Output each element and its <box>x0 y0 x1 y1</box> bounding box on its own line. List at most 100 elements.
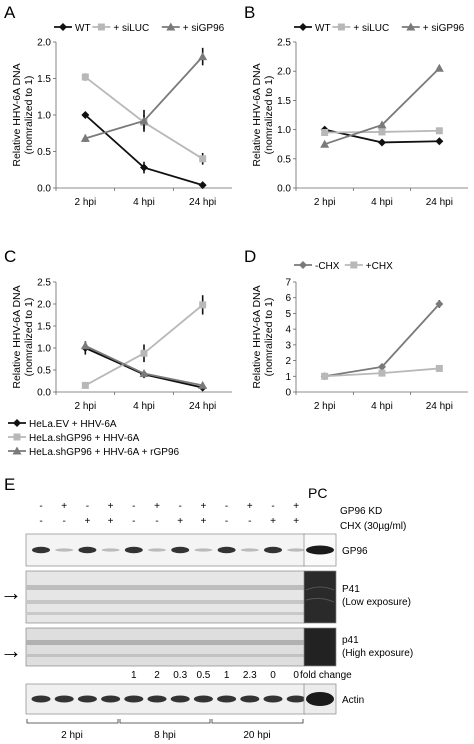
gp96-kd-sign: + <box>247 501 253 512</box>
x-tick-label: 2 hpi <box>74 401 96 412</box>
data-point <box>81 111 90 119</box>
legend-entry: -CHX <box>294 261 340 272</box>
data-point <box>80 133 90 142</box>
chx-sign: - <box>132 516 135 527</box>
legend-marker <box>12 446 22 455</box>
data-point <box>199 301 207 309</box>
actin-band <box>31 695 51 703</box>
time-label-2hpi: 2 hpi <box>61 730 83 741</box>
y-tick-label: 1.5 <box>277 96 291 107</box>
legend-entry: + siGP96 <box>401 22 465 34</box>
data-point <box>139 116 149 125</box>
fold-change-value: 0.5 <box>196 670 210 681</box>
fold-change-value: 1 <box>224 670 230 681</box>
fold-change-value: 2 <box>154 670 160 681</box>
y-tick-label: 5 <box>285 309 291 320</box>
y-tick-label: 1.0 <box>37 344 51 355</box>
chx-sign: - <box>248 516 251 527</box>
fold-change-value: 0 <box>293 670 299 681</box>
legend-label: HeLa.EV + HHV-6A <box>29 419 117 430</box>
data-point <box>80 341 90 350</box>
pc-label: PC <box>308 485 327 501</box>
y-tick-label: 2.0 <box>37 300 51 311</box>
y-tick-label: 0.5 <box>277 154 291 165</box>
y-axis-label-sub: (nomralized to 1) <box>23 298 35 377</box>
p41-high-strip <box>25 627 337 667</box>
panel-letter-b: B <box>244 3 255 22</box>
data-point <box>321 372 329 380</box>
legend-label: WT <box>75 23 91 34</box>
legend-marker <box>299 23 307 31</box>
data-point <box>435 300 444 308</box>
gp96-kd-label: GP96 KD <box>340 506 382 517</box>
p41-low-label-1: P41 <box>342 584 360 595</box>
y-axis-label-sub: (nomralized to 1) <box>23 76 35 155</box>
data-point <box>140 163 148 172</box>
gp96-kd-signs: - + - + - + - + - + - + <box>39 501 299 512</box>
y-axis-label-sub: (nomralized to 1) <box>263 76 275 155</box>
y-tick-label: 1 <box>285 372 291 383</box>
actin-band <box>217 695 237 703</box>
y-tick-label: 7 <box>285 278 291 289</box>
legend-marker <box>166 22 176 31</box>
fold-change-label: fold change <box>300 670 352 681</box>
y-axis-label: Relative HHV-6A DNA <box>251 285 263 388</box>
x-tick-label: 4 hpi <box>371 197 393 208</box>
p41-high-label-1: p41 <box>342 635 359 646</box>
gp96-band <box>78 546 97 554</box>
y-axis-label: Relative HHV-6A DNA <box>11 63 23 166</box>
legend-marker <box>59 23 67 31</box>
panel-letter-c: C <box>4 247 16 266</box>
y-tick-label: 1.5 <box>37 322 51 333</box>
chx-sign: - <box>63 516 66 527</box>
y-tick-label: 2 <box>285 356 291 367</box>
gp96-strip <box>25 533 337 567</box>
time-label-20hpi: 20 hpi <box>243 730 270 741</box>
chx-sign: + <box>293 516 299 527</box>
x-tick-label: 24 hpi <box>426 197 453 208</box>
legend-entry: HeLa.shGP96 + HHV-6A + rGP96 <box>8 446 180 458</box>
chx-sign: + <box>200 516 206 527</box>
x-tick-label: 24 hpi <box>189 197 216 208</box>
gp96-band <box>171 546 190 554</box>
gp96-band <box>217 546 236 554</box>
legend-label: + siGP96 <box>183 23 225 34</box>
y-tick-label: 2.0 <box>277 67 291 78</box>
actin-band <box>286 695 306 703</box>
data-point <box>377 120 387 129</box>
y-tick-label: 1.5 <box>37 74 51 85</box>
x-tick-label: 4 hpi <box>371 401 393 412</box>
actin-band-label: Actin <box>342 695 364 706</box>
actin-band <box>101 695 121 703</box>
data-point <box>378 128 386 136</box>
gp96-band <box>124 546 143 554</box>
legend-label: -CHX <box>315 261 340 272</box>
data-point <box>198 380 208 389</box>
data-point <box>435 364 443 372</box>
legend-label: WT <box>315 23 331 34</box>
fold-change-value: 0.3 <box>173 670 187 681</box>
panel-letter-d: D <box>244 247 256 266</box>
legend-marker <box>406 22 416 31</box>
data-point <box>435 127 443 135</box>
y-tick-label: 1.0 <box>37 111 51 122</box>
gp96-band <box>148 548 166 552</box>
time-brackets <box>26 719 304 724</box>
actin-strip <box>25 683 337 715</box>
p41-high-label-2: (High exposure) <box>342 648 413 659</box>
actin-band <box>170 695 190 703</box>
data-point <box>321 129 329 137</box>
gp96-band <box>240 548 259 552</box>
x-tick-label: 4 hpi <box>133 197 155 208</box>
chx-signs: - - + + - - + + - - + + <box>39 516 299 527</box>
data-point <box>198 181 207 190</box>
gp96-kd-sign: - <box>179 501 182 512</box>
fold-change-values: 1 2 0.3 0.5 1 2.3 0 0 <box>131 670 299 681</box>
actin-band <box>77 695 97 703</box>
gp96-kd-sign: - <box>86 501 89 512</box>
y-tick-label: 2.5 <box>277 38 291 49</box>
y-tick-label: 0.0 <box>37 184 51 195</box>
actin-band <box>147 695 167 703</box>
chart-b: 0.0 0.5 1.0 1.5 2.0 2.5 2 hpi 4 hpi 24 hpi Relati… <box>251 22 468 208</box>
gp96-kd-sign: - <box>225 501 228 512</box>
